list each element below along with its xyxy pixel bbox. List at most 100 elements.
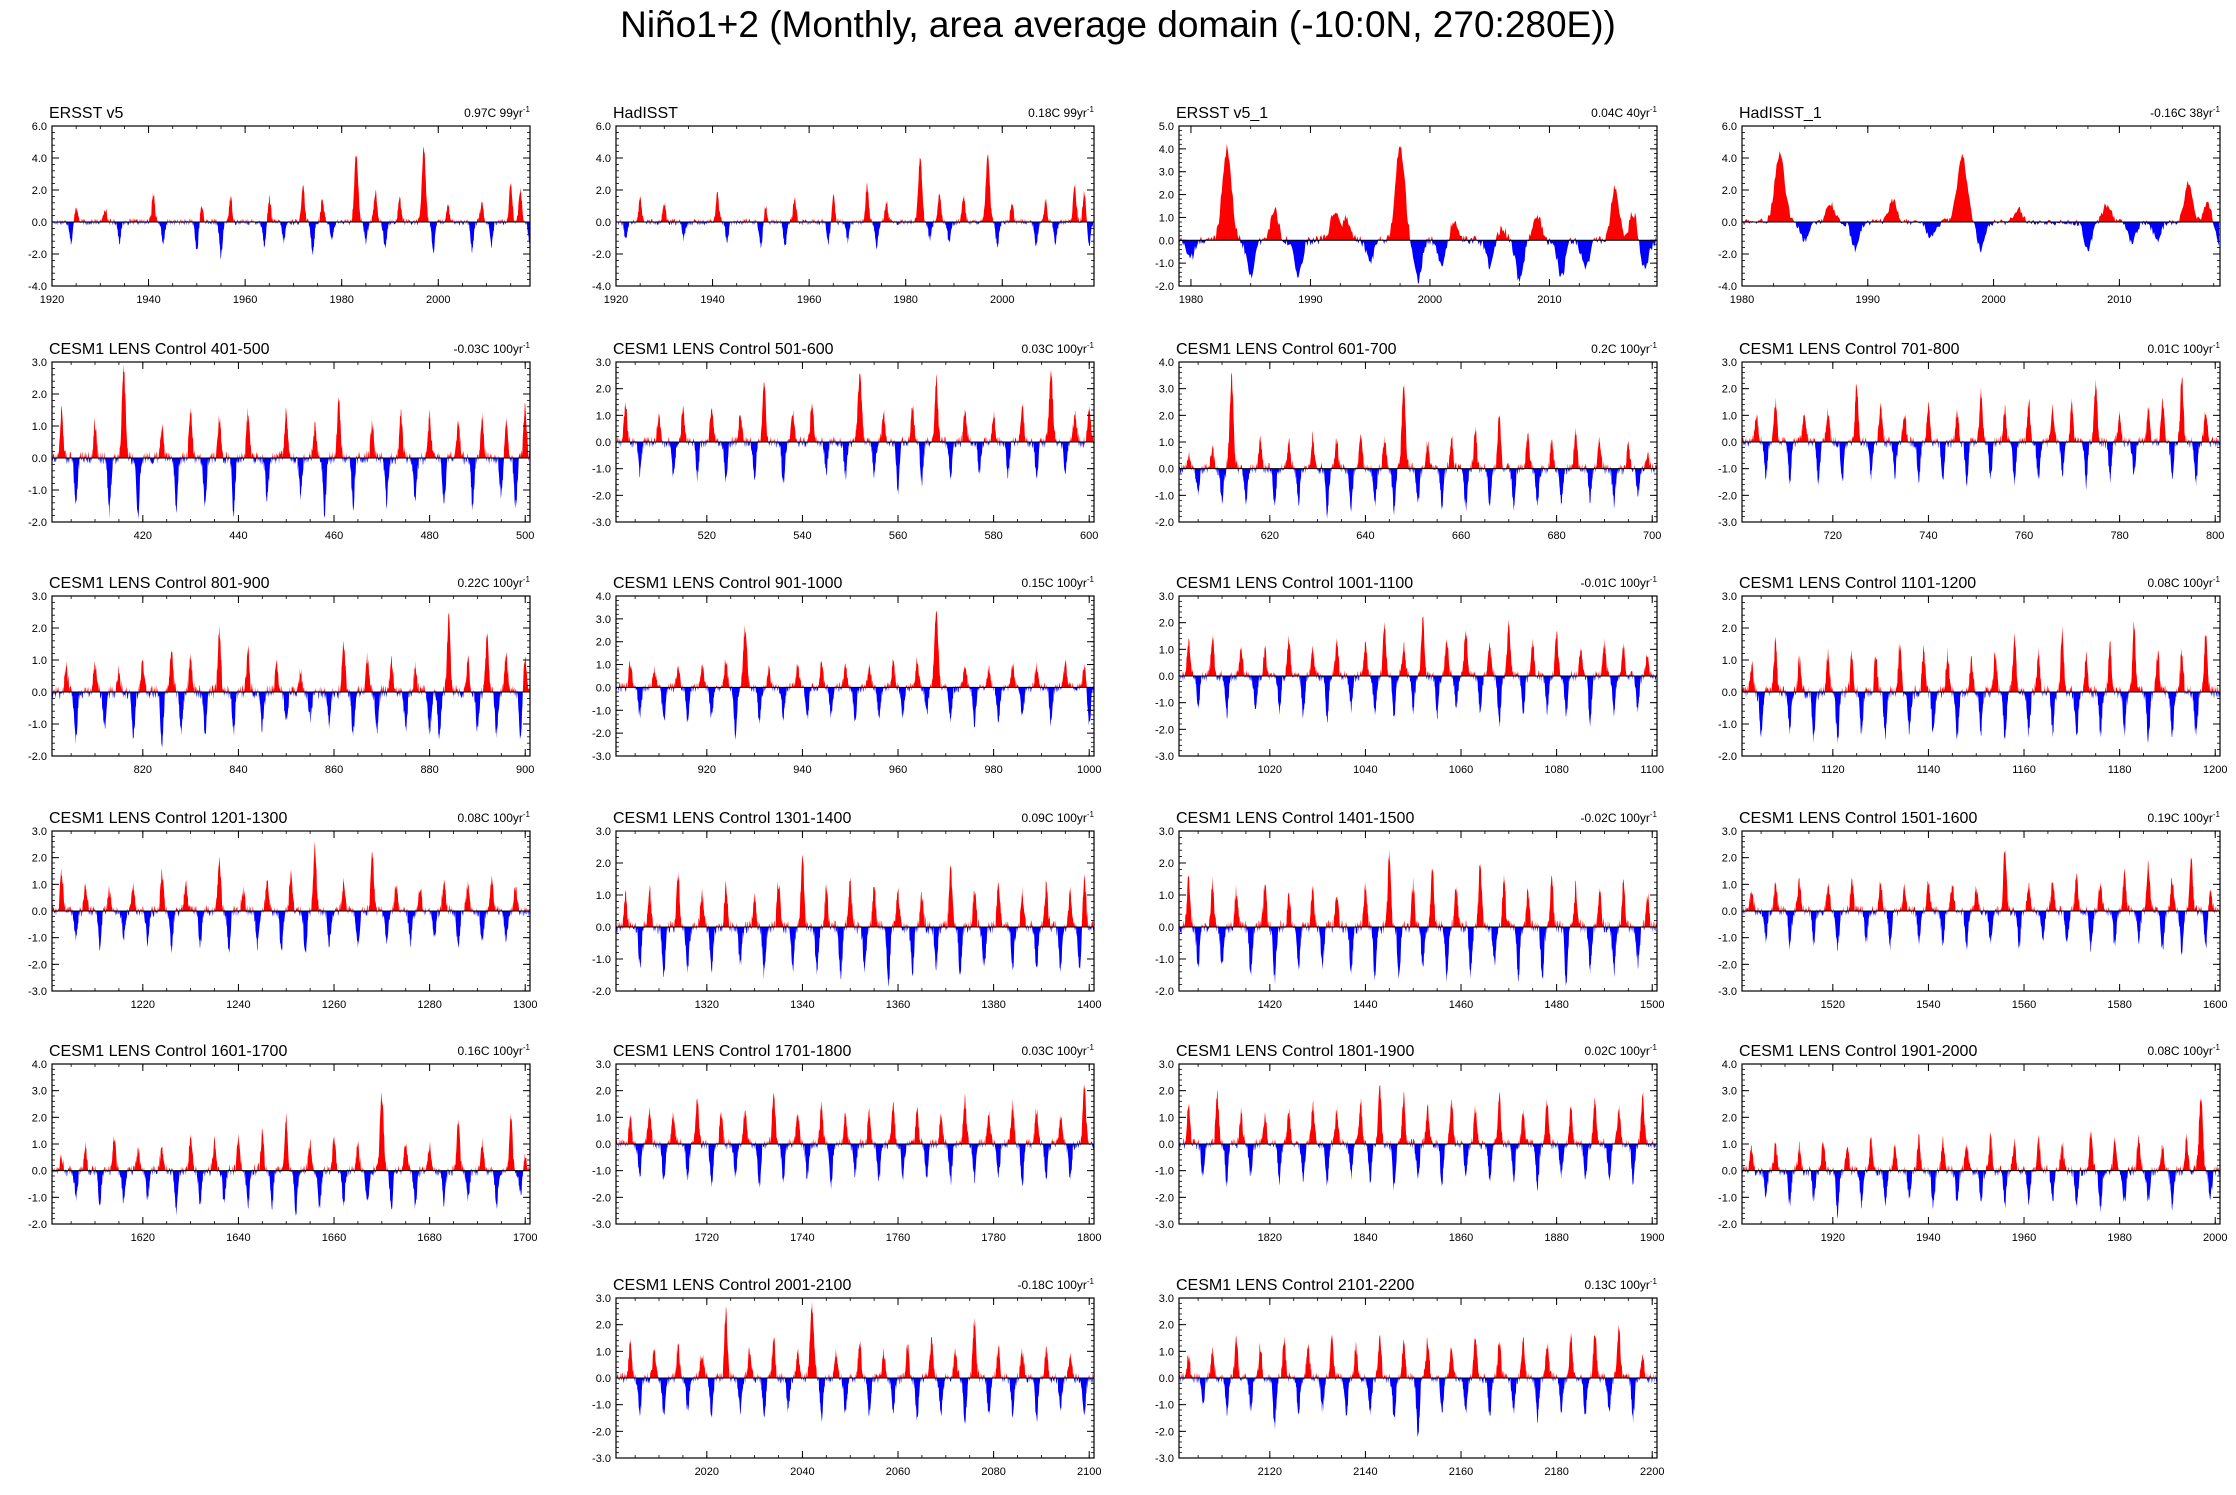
x-tick-label: 1880 xyxy=(1544,1232,1568,1244)
negative-anomaly-area xyxy=(52,911,530,954)
panel-title: CESM1 LENS Control 1601-1700 xyxy=(49,1043,287,1060)
y-tick-label: -1.0 xyxy=(592,1166,611,1178)
negative-anomaly-area xyxy=(1742,222,2219,253)
panel-9: -2.0 -1.0 0.0 1.0 2.0 3.0 820 840 860 880 900 CESM1… xyxy=(28,575,534,776)
x-tick-label: 1080 xyxy=(1544,764,1568,776)
y-tick-label: -2.0 xyxy=(1718,751,1737,763)
y-tick-label: 2.0 xyxy=(1159,858,1174,870)
x-tick-label: 1600 xyxy=(2203,999,2227,1011)
panel-22: -3.0 -2.0 -1.0 0.0 1.0 2.0 3.0 2120 2140 2160 2180… xyxy=(1155,1277,1664,1478)
trend-label: 0.15C 100yr-1 xyxy=(1022,575,1095,590)
plot-frame xyxy=(1741,595,2221,757)
negative-anomaly-area xyxy=(1179,927,1657,987)
x-tick-label: 660 xyxy=(1452,530,1470,542)
y-tick-label: 1.0 xyxy=(1159,212,1174,224)
y-tick-label: -1.0 xyxy=(28,485,47,497)
x-tick-label: 1320 xyxy=(695,999,719,1011)
negative-anomaly-area xyxy=(52,458,530,519)
y-tick-label: 0.0 xyxy=(596,437,611,449)
x-tick-label: 1780 xyxy=(981,1232,1005,1244)
y-tick-label: 2.0 xyxy=(596,185,611,197)
x-tick-label: 1700 xyxy=(513,1232,537,1244)
plot-frame xyxy=(51,361,531,523)
panel-14: -2.0 -1.0 0.0 1.0 2.0 3.0 1320 1340 1360 1380 1400… xyxy=(592,810,1101,1011)
y-tick-label: 0.0 xyxy=(32,687,47,699)
x-tick-label: 2200 xyxy=(1640,1466,1664,1478)
y-tick-label: -1.0 xyxy=(592,954,611,966)
y-tick-label: -1.0 xyxy=(1718,1192,1737,1204)
x-tick-label: 1480 xyxy=(1544,999,1568,1011)
panel-title: CESM1 LENS Control 2001-2100 xyxy=(613,1277,851,1294)
y-tick-label: 2.0 xyxy=(1159,410,1174,422)
x-tick-label: 2000 xyxy=(990,294,1014,306)
y-tick-label: 3.0 xyxy=(596,1293,611,1305)
y-tick-label: 0.0 xyxy=(32,453,47,465)
y-tick-label: -1.0 xyxy=(1155,954,1174,966)
x-tick-label: 1300 xyxy=(513,999,537,1011)
x-tick-label: 1540 xyxy=(1916,999,1940,1011)
y-tick-label: -3.0 xyxy=(28,986,47,998)
y-tick-label: 5.0 xyxy=(1159,121,1174,133)
y-tick-label: 1.0 xyxy=(596,660,611,672)
x-tick-label: 1960 xyxy=(797,294,821,306)
y-tick-label: -2.0 xyxy=(1718,490,1737,502)
y-tick-label: 0.0 xyxy=(32,906,47,918)
panel-17: -2.0 -1.0 0.0 1.0 2.0 3.0 4.0 1620 1640 1660 1680 1… xyxy=(28,1043,537,1244)
trend-label: 0.08C 100yr-1 xyxy=(458,810,531,825)
y-tick-label: -1.0 xyxy=(1155,1166,1174,1178)
y-tick-label: 0.0 xyxy=(1722,687,1737,699)
x-tick-label: 1160 xyxy=(2012,764,2036,776)
y-tick-label: 3.0 xyxy=(1722,357,1737,369)
y-tick-label: 2.0 xyxy=(1722,185,1737,197)
x-tick-label: 1800 xyxy=(1077,1232,1101,1244)
negative-anomaly-area xyxy=(616,927,1094,987)
y-tick-label: 4.0 xyxy=(1159,357,1174,369)
panel-11: -3.0 -2.0 -1.0 0.0 1.0 2.0 3.0 1020 1040 1060 1080… xyxy=(1155,575,1664,776)
y-tick-label: 3.0 xyxy=(1722,591,1737,603)
x-tick-label: 1740 xyxy=(790,1232,814,1244)
x-tick-label: 580 xyxy=(984,530,1002,542)
x-tick-label: 1640 xyxy=(226,1232,250,1244)
x-tick-label: 2080 xyxy=(981,1466,1005,1478)
y-tick-label: -3.0 xyxy=(1718,517,1737,529)
trend-label: -0.16C 38yr-1 xyxy=(2150,105,2220,120)
x-tick-label: 1760 xyxy=(886,1232,910,1244)
y-tick-label: -2.0 xyxy=(28,1219,47,1231)
x-tick-label: 1100 xyxy=(1640,764,1664,776)
negative-anomaly-area xyxy=(1742,1170,2220,1220)
x-tick-label: 1980 xyxy=(1730,294,1754,306)
positive-anomaly-area xyxy=(1179,144,1656,241)
y-tick-label: 6.0 xyxy=(32,121,47,133)
y-tick-label: 1.0 xyxy=(32,421,47,433)
trend-label: -0.18C 100yr-1 xyxy=(1018,1277,1095,1292)
x-tick-label: 1380 xyxy=(981,999,1005,1011)
trend-label: 0.02C 100yr-1 xyxy=(1585,1043,1658,1058)
x-tick-label: 1900 xyxy=(1640,1232,1664,1244)
x-tick-label: 740 xyxy=(1919,530,1937,542)
y-tick-label: -1.0 xyxy=(1718,719,1737,731)
x-tick-label: 1980 xyxy=(893,294,917,306)
positive-anomaly-area xyxy=(616,1084,1094,1144)
y-tick-label: -4.0 xyxy=(592,281,611,293)
y-tick-label: 3.0 xyxy=(1159,1059,1174,1071)
y-tick-label: 0.0 xyxy=(596,922,611,934)
x-tick-label: 1500 xyxy=(1640,999,1664,1011)
x-tick-label: 700 xyxy=(1643,530,1661,542)
x-tick-label: 1940 xyxy=(136,294,160,306)
x-tick-label: 640 xyxy=(1356,530,1374,542)
x-tick-label: 1180 xyxy=(2108,764,2132,776)
y-tick-label: 1.0 xyxy=(1722,1139,1737,1151)
plot-frame xyxy=(1178,125,1658,287)
y-tick-label: -2.0 xyxy=(592,1426,611,1438)
x-tick-label: 500 xyxy=(516,530,534,542)
page-title: Niño1+2 (Monthly, area average domain (-… xyxy=(620,4,1616,45)
x-tick-label: 1980 xyxy=(2107,1232,2131,1244)
positive-anomaly-area xyxy=(52,613,530,692)
y-tick-label: 0.0 xyxy=(1159,235,1174,247)
y-tick-label: 0.0 xyxy=(596,1139,611,1151)
x-tick-label: 880 xyxy=(420,764,438,776)
x-tick-label: 1920 xyxy=(1821,1232,1845,1244)
trend-label: 0.16C 100yr-1 xyxy=(458,1043,531,1058)
trend-label: -0.01C 100yr-1 xyxy=(1581,575,1658,590)
